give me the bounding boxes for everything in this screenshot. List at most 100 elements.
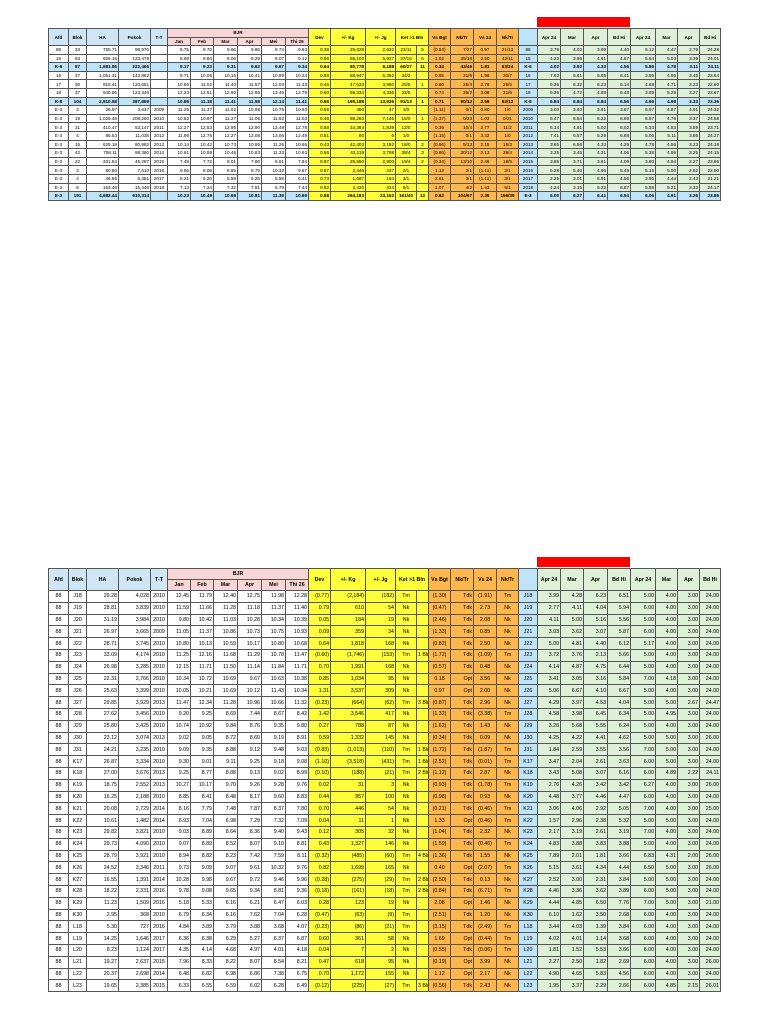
cell: 4.48 <box>537 790 562 804</box>
cell: (0.19) <box>428 955 452 969</box>
cell: 9.01 <box>190 755 214 768</box>
cell: Tm <box>395 884 418 898</box>
cell: 10.69 <box>213 672 238 686</box>
cell: 21.21 <box>699 173 722 184</box>
cell: 5.87 <box>607 625 632 639</box>
cell: 5.00 <box>630 590 657 603</box>
cell: 4.29 <box>537 696 562 709</box>
cell: 9.71 <box>167 70 191 81</box>
cell: 3.63 <box>607 755 632 768</box>
column-header: Apr 24 <box>630 28 657 46</box>
cell: 361 <box>330 932 367 945</box>
cell: 8.41 <box>190 790 214 804</box>
column-header: Vs Bgt <box>428 568 452 591</box>
cell: 24.32 <box>699 105 722 115</box>
cell: 11.28 <box>213 601 238 615</box>
cell: 3.56 <box>607 743 632 757</box>
cell: 87 <box>68 62 87 72</box>
cell: 2.43 <box>473 979 498 993</box>
cell: 11.59 <box>167 601 191 615</box>
cell: 2010 <box>150 684 168 698</box>
cell: (63) <box>330 908 367 922</box>
cell: Opt <box>450 672 475 686</box>
cell: 54 <box>365 601 397 615</box>
cell: L21 <box>68 955 87 969</box>
column-header: Mar <box>213 579 238 591</box>
cell: 9.31 <box>213 62 238 72</box>
cell: 4.40 <box>607 45 632 55</box>
cell: Tdk <box>450 979 475 993</box>
cell: 331.84 <box>86 156 119 167</box>
cell: (0.46) <box>473 814 498 827</box>
cell: Nk <box>496 825 520 839</box>
cell: 88 <box>48 825 69 839</box>
cell: 4 <box>68 130 87 141</box>
cell: (1.09) <box>473 648 498 662</box>
cell: Nk <box>496 967 520 981</box>
cell: 7.04 <box>190 814 214 827</box>
cell: Nk <box>395 943 418 957</box>
cell: 0.71 <box>428 96 452 107</box>
cell: 7.41 <box>537 130 562 141</box>
data-row: 16 37 1,051.31 143,862 9.71 10.06 10.15 10.41 10… <box>48 70 722 81</box>
cell: 2.00 <box>473 684 498 698</box>
cell: 0.51 <box>308 130 332 141</box>
cell: 6.87 <box>607 182 632 193</box>
cell: 3.00 <box>677 613 701 627</box>
cell: 3,921 <box>118 849 151 863</box>
cell: 6.65 <box>583 70 609 81</box>
data-row: E-3 6 153.46 15,446 2018 7.13 7.24 7.32 7.81 6.79… <box>48 182 722 193</box>
cell: E-3 <box>48 165 69 175</box>
cell: 7.86 <box>237 156 262 167</box>
cell: 2.17 <box>473 967 498 981</box>
cell: 2.46 <box>473 156 498 167</box>
cell: 7.87 <box>237 802 262 816</box>
cell: 12.15 <box>167 660 191 674</box>
cell: 4.65 <box>583 165 609 175</box>
cell: Nk <box>496 660 520 674</box>
cell: 120,651 <box>118 79 151 89</box>
cell: 3.00 <box>677 932 701 945</box>
cell: 2010 <box>150 837 168 851</box>
cell: 8.89 <box>190 825 214 839</box>
cell: 4.78 <box>655 62 679 72</box>
cell: 12.16 <box>190 648 214 662</box>
cell: 4.89 <box>655 766 679 780</box>
cell: 10.86 <box>167 79 191 89</box>
cell: Tdk <box>450 743 475 757</box>
cell: 3.00 <box>677 778 701 792</box>
column-header: Apr <box>583 28 609 46</box>
cell <box>416 932 430 945</box>
data-row: E-3 19 1,025.48 208,260 2010 10.82 10.97 11.27 1… <box>48 113 722 124</box>
cell: 2010 <box>150 660 168 674</box>
cell: 8.07 <box>237 837 262 851</box>
cell: 9.78 <box>167 884 191 898</box>
cell: 0.80 <box>473 105 498 115</box>
cell: 3.84 <box>607 920 632 934</box>
cell: 3.79 <box>213 920 238 934</box>
cell: 5.00 <box>655 814 679 827</box>
column-header: Apr 24 <box>537 28 562 46</box>
cell: 191 <box>68 191 87 201</box>
cell: 0.56 <box>308 148 332 158</box>
cell: 10/4 <box>450 122 475 132</box>
cell: 4.67 <box>607 53 632 64</box>
cell: 0.62 <box>308 182 332 193</box>
cell: 11.41 <box>284 96 310 107</box>
cell: 1.33 <box>428 814 452 827</box>
cell: 4.88 <box>583 87 609 98</box>
cell: Tm <box>395 920 418 934</box>
cell: 5.00 <box>655 731 679 745</box>
cell: 6.02 <box>607 122 632 132</box>
cell: 16 <box>48 70 69 81</box>
cell: 3.25 <box>677 148 701 158</box>
column-header: Blok <box>68 568 87 591</box>
cell: 4.10 <box>583 684 609 698</box>
cell: 9.25 <box>167 766 191 780</box>
cell: 2.68 <box>607 908 632 922</box>
cell: 10.69 <box>213 684 238 698</box>
cell: 4.41 <box>583 731 609 745</box>
cell: 6.34 <box>190 908 214 922</box>
cell: 88 <box>48 601 69 615</box>
cell: 788 <box>330 719 367 733</box>
